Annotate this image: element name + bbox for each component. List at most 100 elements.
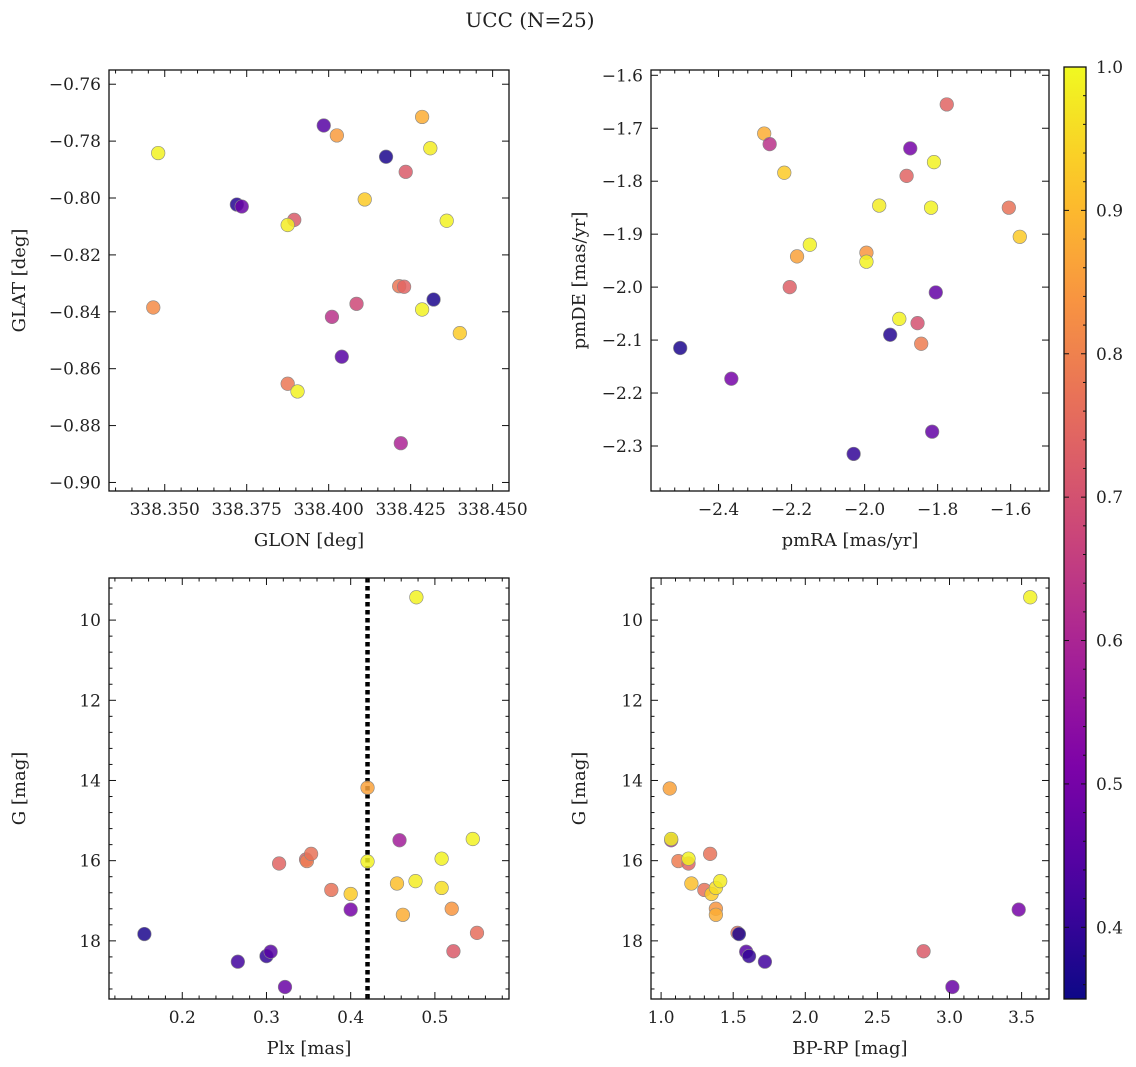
data-point (469, 925, 485, 940)
data-point (378, 149, 394, 164)
y-tick-label: 18 (621, 932, 643, 952)
y-tick-label: −0.82 (49, 246, 101, 266)
data-point (426, 292, 441, 307)
data-point (883, 327, 898, 342)
data-point (684, 876, 699, 891)
y-tick-label: 12 (79, 691, 101, 711)
panel-bprp-g: 1.0 1.5 2.0 2.5 3.0 3.5 10 12 14 16 18 BP-RP [mag] G… (569, 577, 1050, 1059)
x-axis-label: GLON [deg] (254, 530, 364, 551)
axes-frame (650, 69, 1050, 492)
colorbar-tick-label: 1.0 (1096, 58, 1123, 78)
x-tick-label: 3.5 (1008, 1008, 1035, 1028)
x-tick-label: 0.5 (421, 1008, 448, 1028)
y-tick-label: −2.0 (602, 278, 643, 298)
y-tick-label: −2.2 (602, 384, 643, 404)
data-point (708, 907, 723, 922)
data-point (713, 874, 728, 889)
y-tick-label: −0.90 (49, 473, 101, 493)
data-point (731, 926, 747, 942)
data-point (334, 349, 349, 364)
data-point (928, 285, 943, 300)
data-point (945, 979, 960, 995)
x-tick-label: −2.2 (771, 500, 812, 520)
y-tick-label: 16 (621, 852, 643, 872)
data-point (409, 590, 424, 605)
data-point (465, 831, 480, 847)
panels: 338.350 338.375 338.400 338.425 338.450 −0.76… (9, 66, 1050, 1059)
y-tick-label: 12 (621, 691, 643, 711)
data-point (324, 309, 340, 325)
colorbar-gradient (1064, 67, 1086, 999)
colorbar-tick-label: 0.4 (1096, 918, 1123, 938)
axes-frame (108, 577, 510, 1000)
data-point (393, 436, 408, 451)
colorbar-tick-label: 0.5 (1096, 775, 1123, 795)
data-point (343, 886, 358, 902)
data-point (290, 384, 305, 399)
scatter-points (146, 109, 467, 451)
y-tick-label: 16 (79, 852, 101, 872)
x-tick-label: −1.6 (990, 500, 1031, 520)
x-tick-label: 0.4 (337, 1008, 364, 1028)
y-tick-label: 18 (79, 932, 101, 952)
x-tick-label: 338.350 (130, 500, 200, 520)
y-tick-label: 14 (621, 771, 643, 791)
y-tick-label: −1.6 (602, 66, 643, 86)
data-point (277, 979, 293, 995)
data-point (395, 907, 410, 922)
data-point (662, 781, 677, 796)
y-tick-label: −1.8 (602, 172, 643, 192)
data-point (304, 846, 319, 861)
axes-frame (108, 69, 510, 492)
data-point (673, 340, 688, 356)
colorbar-tick-label: 0.7 (1096, 488, 1123, 508)
y-tick-label: −2.1 (602, 331, 643, 351)
axes-frame (650, 577, 1050, 1000)
x-tick-label: 1.0 (648, 1008, 675, 1028)
colorbar-frame (1063, 66, 1087, 1000)
panel-glon-glat: 338.350 338.375 338.400 338.425 338.450 −0.76… (9, 69, 528, 551)
x-tick-label: 338.450 (457, 500, 527, 520)
x-axis-label: pmRA [mas/yr] (782, 530, 919, 551)
y-axis-label: GLAT [deg] (9, 229, 30, 333)
x-tick-label: 2.0 (792, 1008, 819, 1028)
colorbar: 0.4 0.5 0.6 0.7 0.8 0.9 1.0 (1063, 58, 1123, 1000)
y-tick-label: −0.86 (49, 360, 101, 380)
y-tick-label: 10 (79, 611, 101, 631)
data-point (415, 302, 430, 317)
data-point (1001, 200, 1016, 215)
data-point (664, 831, 679, 847)
data-point (789, 249, 805, 264)
data-point (916, 944, 931, 959)
data-point (846, 446, 861, 462)
data-point (910, 316, 925, 331)
data-point (263, 944, 278, 959)
y-tick-label: 14 (79, 771, 101, 791)
data-point (724, 371, 739, 386)
data-point (1011, 902, 1026, 917)
data-point (357, 192, 372, 207)
data-point (234, 199, 249, 214)
data-point (925, 424, 940, 439)
scatter-points (673, 97, 1027, 462)
data-point (1023, 590, 1038, 605)
colorbar-tick-label: 0.6 (1096, 632, 1123, 652)
data-point (899, 168, 914, 184)
data-point (872, 198, 887, 213)
x-tick-label: −2.4 (698, 500, 739, 520)
data-point (396, 279, 412, 294)
data-point (151, 145, 166, 161)
data-point (444, 901, 459, 916)
y-tick-label: −0.84 (49, 303, 101, 323)
x-tick-label: 2.5 (864, 1008, 891, 1028)
data-point (903, 141, 918, 156)
data-point (762, 137, 777, 152)
x-tick-label: 0.2 (169, 1008, 196, 1028)
data-point (1012, 229, 1027, 244)
y-tick-label: 10 (621, 611, 643, 631)
y-tick-label: −0.78 (49, 132, 101, 152)
data-point (329, 128, 344, 143)
data-point (324, 882, 339, 898)
data-point (280, 217, 295, 233)
